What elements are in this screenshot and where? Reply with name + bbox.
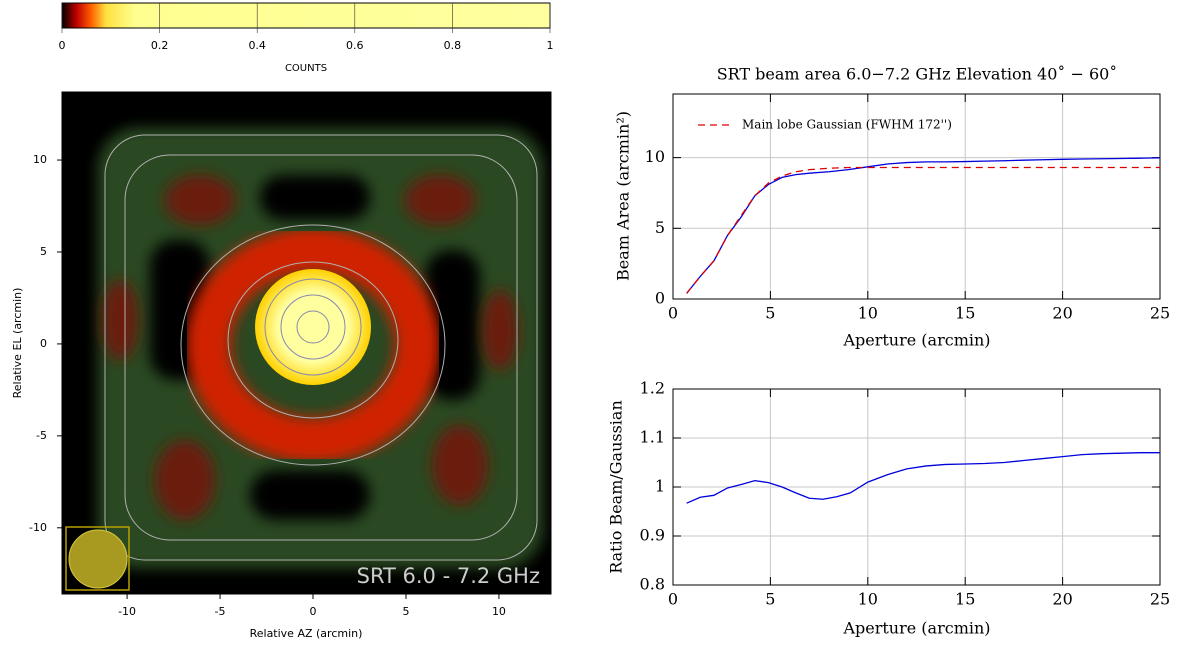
x-tick-label: 20 [1052,590,1072,609]
x-tick-label: -10 [118,605,136,618]
y-tick-label: 10 [645,147,665,166]
sidelobe-blobs [102,175,518,520]
colorbar-tick-label: 0.4 [248,39,266,52]
blob [432,425,488,505]
x-tick-label: 20 [1052,304,1072,323]
y-tick-label: -10 [29,521,47,534]
y-tick-label: 1.2 [640,379,665,398]
colorbar [61,2,551,29]
colorbar-tick-label: 0 [59,39,66,52]
y-tick-label: 1 [655,477,665,496]
colorbar-tick-label: 0.2 [151,39,169,52]
contours [104,134,538,561]
x-tick-label: 0 [668,304,678,323]
x-tick-label: 25 [1150,304,1170,323]
x-axis-label: Aperture (arcmin) [842,331,990,350]
colorbar-tick-label: 0.8 [444,39,462,52]
x-tick-label: 5 [402,605,409,618]
chart-title: SRT beam area 6.0−7.2 GHz Elevation 40˚ … [717,65,1118,84]
x-axis-label: Relative AZ (arcmin) [250,627,363,640]
x-axis-label: Aperture (arcmin) [842,619,990,638]
blob [405,175,475,225]
blob [102,280,138,360]
main-lobe [255,269,371,385]
contour [124,154,518,541]
y-axis-label: Beam Area (arcmin²) [614,111,633,281]
colorbar-tick-label: 1 [547,39,554,52]
y-tick-label: 0.8 [640,575,665,594]
y-axis-label: Relative EL (arcmin) [11,288,24,399]
hole [250,470,370,520]
y-tick-label: -5 [36,429,47,442]
x-tick-label: 0 [668,590,678,609]
y-axis-label: Ratio Beam/Gaussian [607,400,626,574]
contour [227,261,399,419]
x-tick-label: 10 [858,304,878,323]
y-tick-label: 0.9 [640,526,665,545]
x-tick-label: 25 [1150,590,1170,609]
series-line [686,157,1161,294]
x-tick-label: 0 [310,605,317,618]
blob [482,290,518,370]
blob [155,440,215,520]
x-tick-label: 10 [492,605,506,618]
colorbar-tick-label: 0.6 [346,39,364,52]
x-tick-label: 15 [955,590,975,609]
colorbar-label: COUNTS [285,63,327,74]
x-tick-label: 10 [858,590,878,609]
contour [264,278,362,376]
y-tick-label: 5 [40,245,47,258]
x-tick-label: -5 [215,605,226,618]
series-line [686,166,1160,294]
beam-map [62,92,551,594]
y-tick-label: 5 [655,218,665,237]
legend-label: Main lobe Gaussian (FWHM 172'') [742,118,952,132]
x-tick-label: 15 [955,304,975,323]
series-line [686,452,1160,504]
contour [280,294,346,360]
blob [165,175,235,225]
y-tick-label: 0 [40,337,47,350]
contour [104,134,538,561]
y-tick-label: 1.1 [640,428,665,447]
plot-frame [672,93,1161,300]
beam-box [65,526,130,591]
x-tick-label: 5 [765,590,775,609]
y-tick-label: 10 [33,153,47,166]
contour [180,224,446,466]
hole [260,175,370,220]
map-annotation: SRT 6.0 - 7.2 GHz [357,564,540,588]
contour [296,310,330,344]
first-sidelobe [185,227,441,463]
beam-shape [68,529,128,589]
x-tick-label: 5 [765,304,775,323]
y-tick-label: 0 [655,289,665,308]
map-frame [61,91,552,595]
plot-frame [672,388,1161,586]
